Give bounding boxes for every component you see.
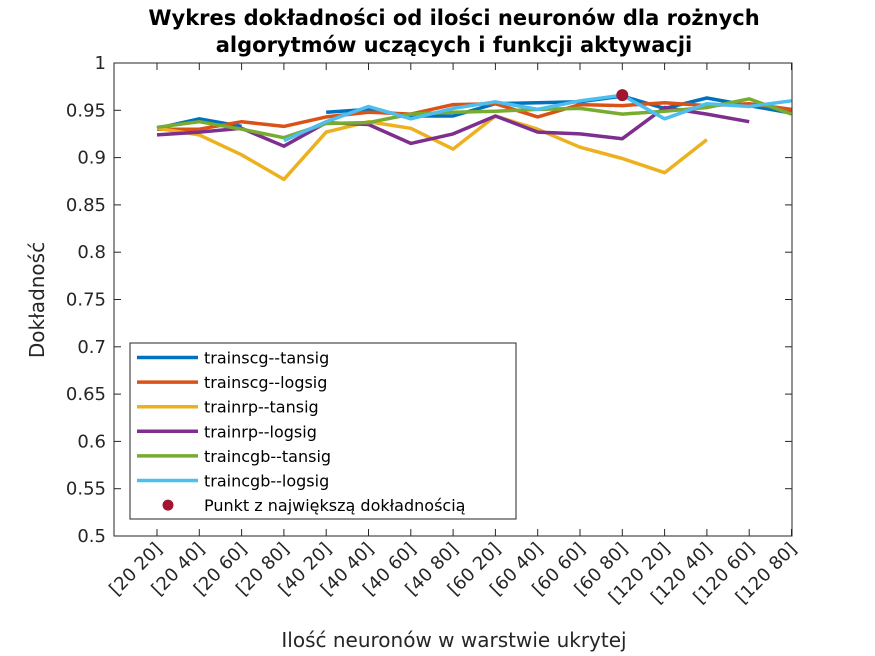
legend-label: traincgb--tansig	[204, 447, 331, 466]
y-tick-label: 0.95	[66, 100, 106, 121]
legend-marker	[162, 499, 174, 511]
y-axis-label: Dokładność	[25, 242, 49, 358]
legend-label: trainscg--tansig	[204, 349, 329, 368]
series-lines	[156, 93, 793, 182]
series-line-trainrp-logsig	[156, 105, 750, 148]
chart-title-line-2: algorytmów uczących i funkcji aktywacji	[216, 33, 693, 57]
legend: trainscg--tansig trainscg--logsig trainrp-…	[129, 342, 517, 520]
y-tick-label: 0.6	[77, 431, 106, 452]
y-tick-label: 0.9	[77, 148, 106, 169]
y-tick-label: 1	[95, 53, 106, 74]
legend-label: traincgb--logsig	[204, 472, 329, 491]
y-axis-ticks: 0.5 0.55 0.6 0.65 0.7 0.75 0.8 0.85 0.9 0.95 1	[66, 53, 792, 547]
x-axis-label: Ilość neuronów w warstwie ukrytej	[281, 628, 626, 652]
y-tick-label: 0.55	[66, 479, 106, 500]
legend-label: trainrp--logsig	[204, 422, 317, 441]
legend-label: trainrp--tansig	[204, 398, 319, 417]
chart-title-line-1: Wykres dokładności od ilości neuronów dl…	[148, 6, 759, 30]
series-line-traincgb-logsig	[283, 93, 792, 143]
y-tick-label: 0.5	[77, 526, 106, 547]
legend-label: trainscg--logsig	[204, 373, 327, 392]
y-tick-label: 0.85	[66, 195, 106, 216]
series-line-traincgb-tansig	[156, 97, 793, 140]
y-tick-label: 0.75	[66, 290, 106, 311]
legend-label: Punkt z największą dokładnością	[204, 496, 465, 515]
max-accuracy-point	[616, 89, 629, 102]
y-tick-label: 0.7	[77, 337, 106, 358]
y-tick-label: 0.65	[66, 384, 106, 405]
y-tick-label: 0.8	[77, 242, 106, 263]
highlight-point-group	[616, 89, 629, 102]
